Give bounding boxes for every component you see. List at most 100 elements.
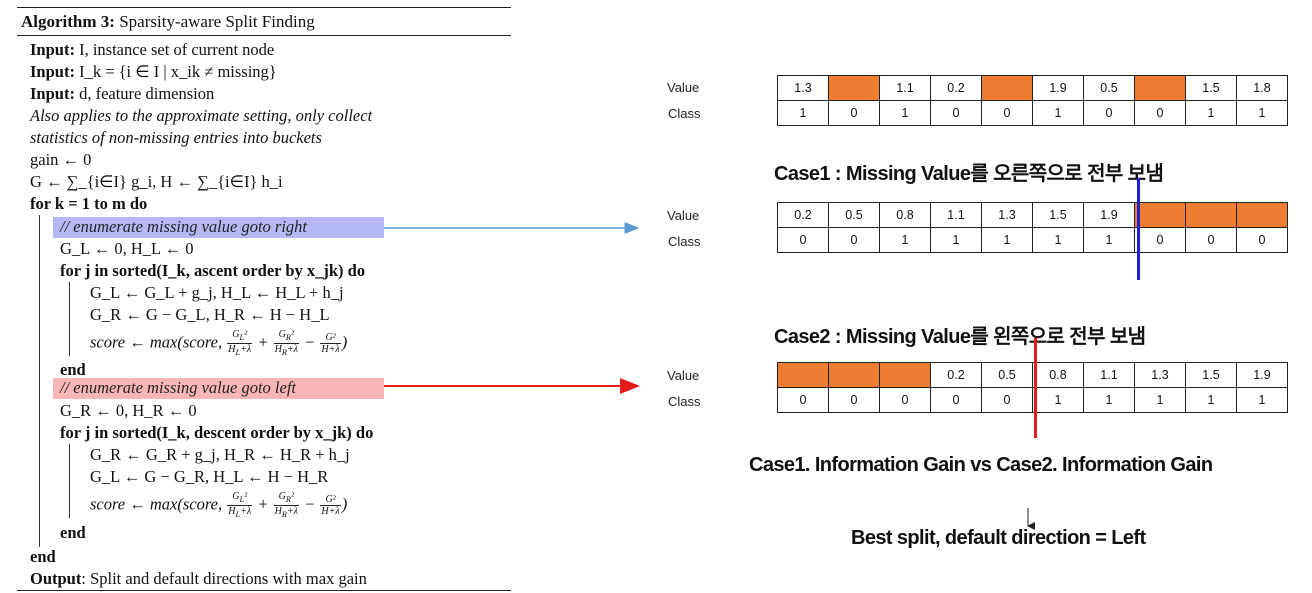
gr-update: G_R ← G − G_L, H_R ← H − H_L [90, 305, 330, 325]
class-cell: 1 [778, 101, 829, 126]
class-cell: 1 [1237, 101, 1288, 126]
gr-update-2: G_R ← G_R + g_j, H_R ← H_R + h_j [90, 445, 350, 465]
note-line-1: Also applies to the approximate setting,… [30, 106, 372, 126]
table-case1: 0.2 0.5 0.8 1.1 1.3 1.5 1.9 0 0 1 1 1 1 1 0 0 0 [777, 202, 1288, 253]
value-cell [1135, 203, 1186, 228]
end-inner-1: end [60, 360, 86, 380]
value-cell: 0.5 [982, 363, 1033, 388]
class-cell: 0 [931, 101, 982, 126]
value-cell: 1.5 [1186, 76, 1237, 101]
class-cell: 1 [931, 228, 982, 253]
value-cell [982, 76, 1033, 101]
value-cell [829, 76, 880, 101]
value-cell [880, 363, 931, 388]
table-case2: 0.2 0.5 0.8 1.1 1.3 1.5 1.9 0 0 0 0 0 1 1 1 1 1 [777, 362, 1288, 413]
class-cell: 1 [880, 228, 931, 253]
case1-title: Case1 : Missing Value를 오른쪽으로 전부 보냄 [774, 157, 1163, 186]
comparison-text: Case1. Information Gain vs Case2. Inform… [749, 454, 1212, 477]
value-cell: 1.3 [1135, 363, 1186, 388]
value-cell: 1.3 [982, 203, 1033, 228]
value-cell: 1.1 [880, 76, 931, 101]
gain-init: gain ← 0 [30, 150, 91, 170]
value-cell: 0.5 [1084, 76, 1135, 101]
inner-loop-bar-1 [69, 282, 70, 356]
value-cell: 1.9 [1033, 76, 1084, 101]
value-cell: 1.1 [931, 203, 982, 228]
value-cell: 0.8 [880, 203, 931, 228]
value-cell: 1.9 [1084, 203, 1135, 228]
case2-class-label: Class [668, 394, 701, 409]
value-cell: 0.2 [931, 76, 982, 101]
gl-init: G_L ← 0, H_L ← 0 [60, 239, 194, 259]
class-cell: 0 [880, 388, 931, 413]
gr-init: G_R ← 0, H_R ← 0 [60, 401, 197, 421]
split-line-case1 [1137, 178, 1140, 280]
value-cell [778, 363, 829, 388]
class-cell: 0 [1135, 228, 1186, 253]
input-line-2: Input: I_k = {i ∈ I | x_ik ≠ missing} [30, 62, 277, 82]
class-cell: 0 [1237, 228, 1288, 253]
note-line-2: statistics of non-missing entries into b… [30, 128, 322, 148]
class-cell: 0 [829, 388, 880, 413]
case1-class-label: Class [668, 234, 701, 249]
g-h-init: G ← ∑_{i∈I} g_i, H ← ∑_{i∈I} h_i [30, 172, 283, 192]
table-original: 1.3 1.1 0.2 1.9 0.5 1.5 1.8 1 0 1 0 0 1 0 0 1 1 [777, 75, 1288, 126]
gl-update-2: G_L ← G − G_R, H_L ← H − H_R [90, 467, 328, 487]
class-cell: 1 [1186, 388, 1237, 413]
gl-update: G_L ← G_L + g_j, H_L ← H_L + h_j [90, 283, 344, 303]
score-update-2: score ← max(score, GL² HL+λ + GR² HR+λ − G… [90, 491, 347, 520]
top-rule [17, 7, 511, 8]
frac-g-2: G² H+λ [320, 494, 340, 517]
value-cell: 1.3 [778, 76, 829, 101]
class-cell: 1 [1033, 388, 1084, 413]
class-cell: 1 [880, 101, 931, 126]
comment-goto-right: // enumerate missing value goto right [60, 217, 307, 237]
frac-gl-2: GL² HL+λ [227, 491, 252, 520]
algorithm-box: Algorithm 3: Sparsity-aware Split Findin… [17, 7, 511, 591]
output-line: Output: Split and default directions wit… [30, 569, 367, 589]
frac-g: G² H+λ [320, 332, 340, 355]
value-cell: 0.2 [931, 363, 982, 388]
top-value-label: Value [667, 80, 699, 95]
outer-loop-bar [39, 215, 40, 547]
value-cell: 1.1 [1084, 363, 1135, 388]
comment-goto-left: // enumerate missing value goto left [60, 378, 296, 398]
class-cell: 1 [1033, 228, 1084, 253]
value-cell [1135, 76, 1186, 101]
class-cell: 0 [1084, 101, 1135, 126]
result-text: Best split, default direction = Left [851, 527, 1146, 550]
bottom-rule [17, 590, 511, 591]
frac-gr: GR² HR+λ [274, 329, 299, 358]
class-cell: 1 [1237, 388, 1288, 413]
value-cell: 0.5 [829, 203, 880, 228]
end-inner-2: end [60, 523, 86, 543]
class-cell: 0 [829, 101, 880, 126]
value-cell: 0.8 [1033, 363, 1084, 388]
for-k-loop: for k = 1 to m do [30, 194, 147, 214]
case2-title: Case2 : Missing Value를 왼쪽으로 전부 보냄 [774, 320, 1145, 349]
split-line-case2 [1034, 338, 1037, 438]
for-j-ascent: for j in sorted(I_k, ascent order by x_j… [60, 261, 365, 281]
value-cell [1237, 203, 1288, 228]
class-cell: 0 [778, 388, 829, 413]
class-cell: 0 [982, 388, 1033, 413]
class-cell: 0 [1186, 228, 1237, 253]
frac-gr-2: GR² HR+λ [274, 491, 299, 520]
value-cell: 1.8 [1237, 76, 1288, 101]
algorithm-title: Algorithm 3: Sparsity-aware Split Findin… [21, 12, 315, 32]
score-update-1: score ← max(score, GL² HL+λ + GR² HR+λ − G… [90, 329, 347, 358]
case2-value-label: Value [667, 368, 699, 383]
class-cell: 0 [1135, 101, 1186, 126]
class-cell: 1 [1033, 101, 1084, 126]
value-cell: 1.5 [1186, 363, 1237, 388]
class-cell: 0 [829, 228, 880, 253]
input-line-1: Input: I, instance set of current node [30, 40, 274, 60]
end-outer: end [30, 547, 56, 567]
for-j-descent: for j in sorted(I_k, descent order by x_… [60, 423, 373, 443]
class-cell: 1 [982, 228, 1033, 253]
value-cell [1186, 203, 1237, 228]
title-rule [17, 35, 511, 36]
value-cell: 0.2 [778, 203, 829, 228]
frac-gl: GL² HL+λ [227, 329, 252, 358]
